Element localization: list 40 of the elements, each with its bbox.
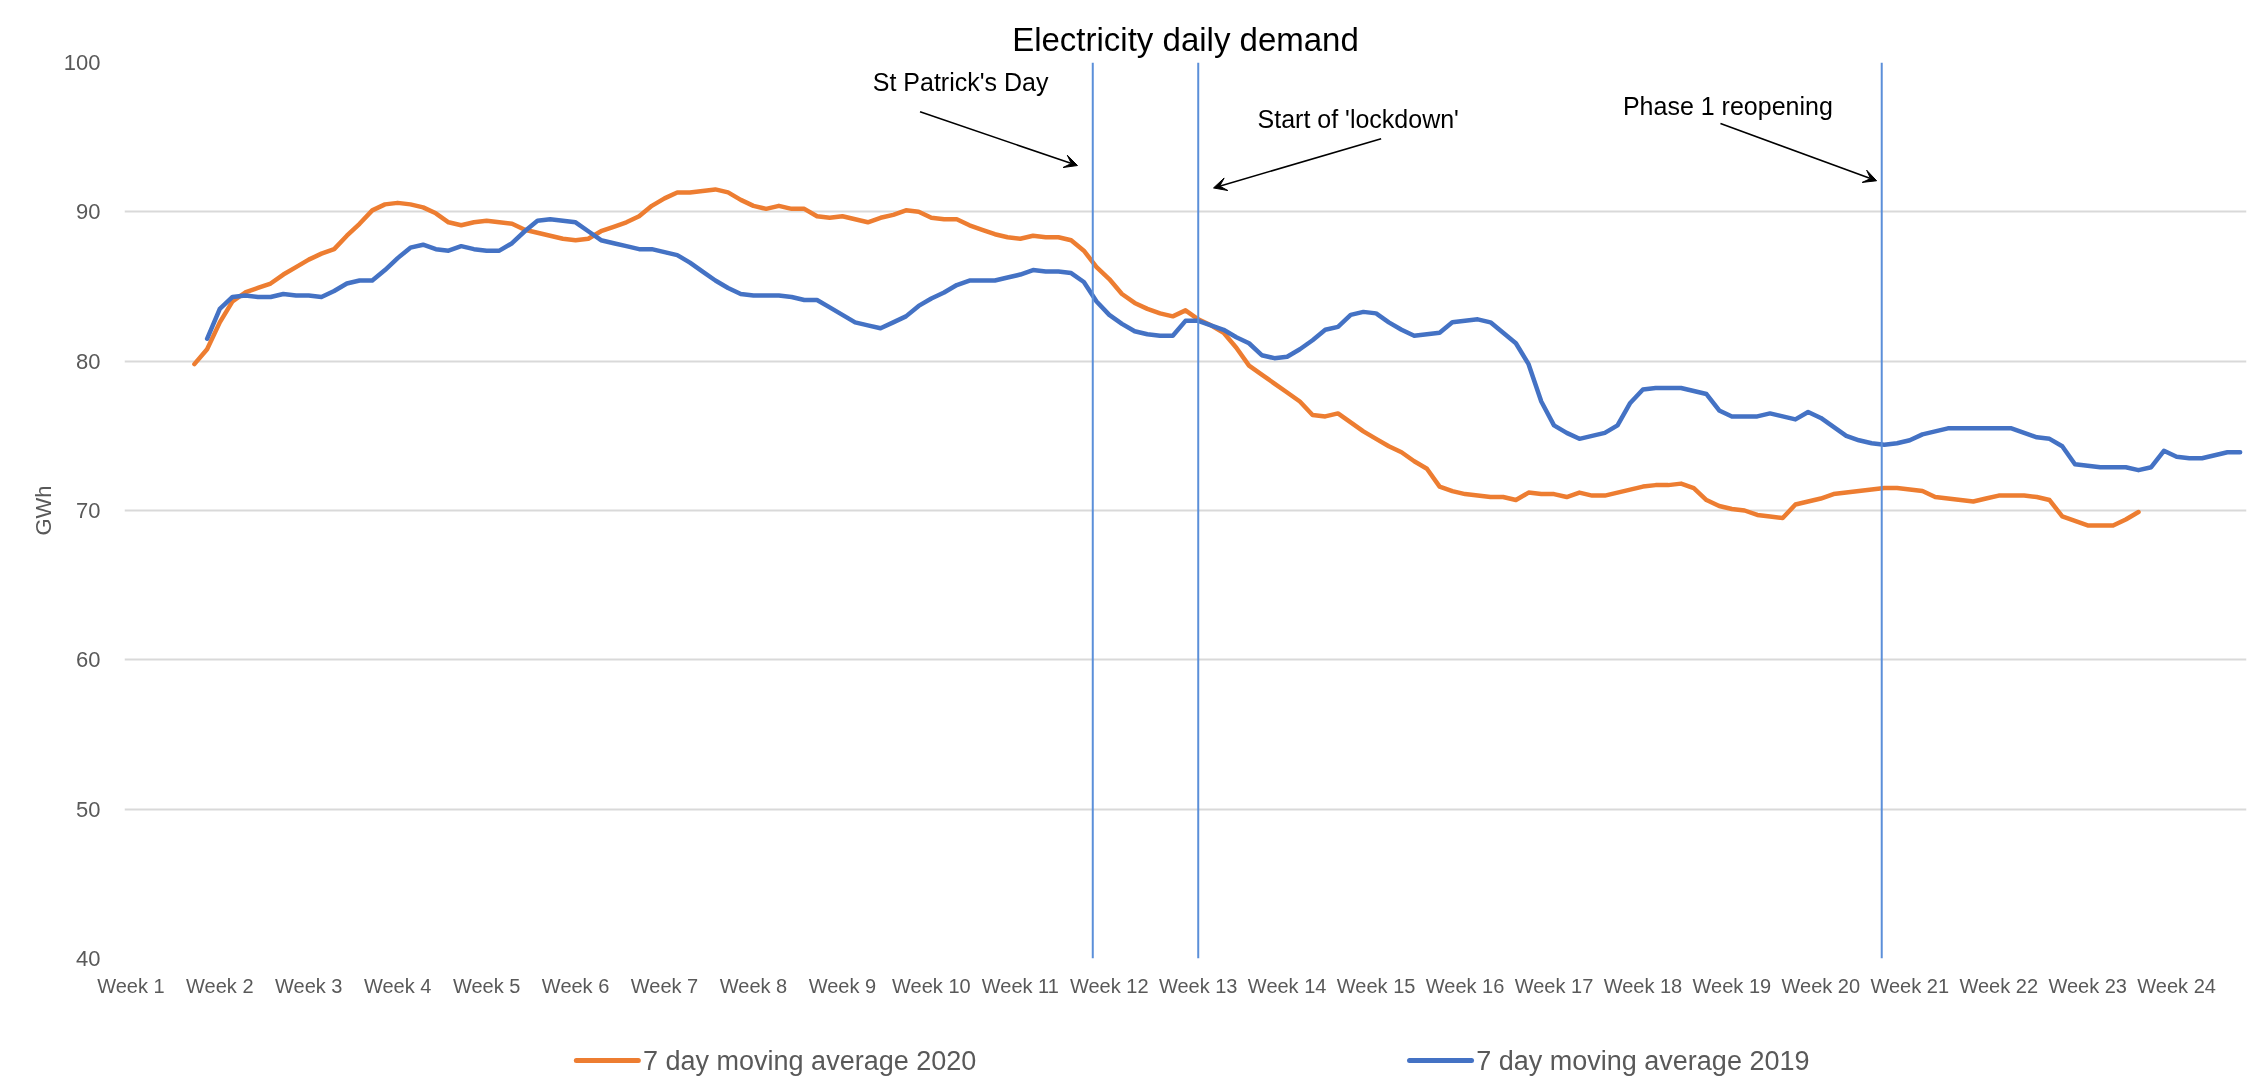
x-tick-label: Week 13 bbox=[1158, 974, 1238, 997]
x-tick-label: Week 18 bbox=[1603, 974, 1683, 997]
y-tick-label: 50 bbox=[76, 796, 101, 822]
x-tick-label: Week 20 bbox=[1781, 974, 1861, 997]
annotation: Phase 1 reopening bbox=[1622, 91, 1833, 120]
x-tick-label: Week 21 bbox=[1870, 974, 1950, 997]
x-tick-label: Week 12 bbox=[1069, 974, 1149, 997]
x-tick-label: Week 4 bbox=[363, 974, 432, 997]
x-tick-label: Week 3 bbox=[275, 974, 343, 997]
x-tick-label: Week 16 bbox=[1425, 974, 1505, 997]
x-tick-label: Week 8 bbox=[719, 974, 788, 997]
x-tick-label: Week 23 bbox=[2048, 974, 2127, 997]
annotation: Start of 'lockdown' bbox=[1257, 104, 1459, 133]
x-tick-label: Week 7 bbox=[630, 974, 699, 997]
chart-title: Electricity daily demand bbox=[1012, 20, 1359, 58]
line-series bbox=[204, 217, 2243, 473]
x-tick-label: Week 24 bbox=[2137, 974, 2216, 997]
x-tick-label: Week 17 bbox=[1514, 974, 1594, 997]
legend-label: 7 day moving average 2019 bbox=[1476, 1045, 1810, 1076]
x-tick-label: Week 15 bbox=[1336, 974, 1416, 997]
y-tick-label: 80 bbox=[76, 348, 101, 374]
y-axis-title: GWh bbox=[30, 485, 56, 536]
y-tick-label: 60 bbox=[76, 647, 101, 673]
y-tick-label: 40 bbox=[76, 946, 101, 971]
x-tick-label: Week 6 bbox=[541, 974, 610, 997]
x-tick-label: Week 10 bbox=[892, 974, 971, 997]
x-tick-label: Week 2 bbox=[186, 974, 254, 997]
y-tick-label: 100 bbox=[63, 50, 101, 75]
x-tick-label: Week 1 bbox=[97, 974, 165, 997]
x-tick-label: Week 14 bbox=[1247, 974, 1327, 997]
y-tick-label: 90 bbox=[76, 199, 101, 225]
legend-label: 7 day moving average 2020 bbox=[643, 1045, 977, 1076]
y-tick-label: 70 bbox=[76, 498, 101, 523]
x-tick-label: Week 11 bbox=[981, 974, 1059, 997]
x-tick-label: Week 19 bbox=[1692, 974, 1772, 997]
x-tick-label: Week 5 bbox=[452, 974, 521, 997]
x-tick-label: Week 9 bbox=[808, 974, 877, 997]
line-series bbox=[192, 187, 2141, 528]
annotation: St Patrick's Day bbox=[872, 68, 1049, 97]
x-tick-label: Week 22 bbox=[1959, 974, 2039, 997]
